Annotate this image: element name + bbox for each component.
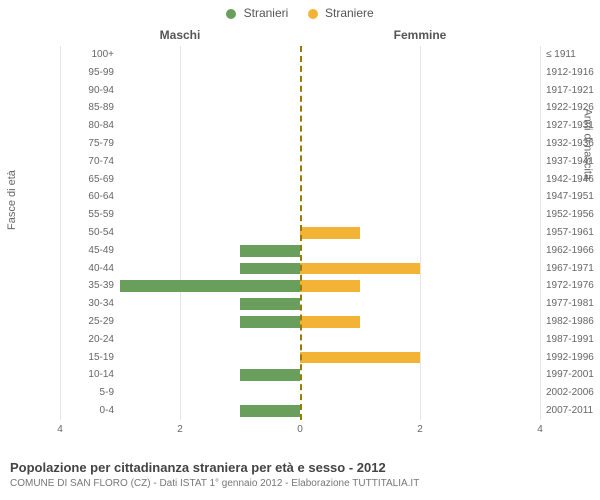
age-label: 80-84 xyxy=(60,117,114,135)
age-label: 100+ xyxy=(60,46,114,64)
legend-swatch-male xyxy=(226,9,236,19)
age-label: 85-89 xyxy=(60,99,114,117)
column-header-male: Maschi xyxy=(60,28,300,42)
birth-label: 1947-1951 xyxy=(546,188,600,206)
birth-label: 1967-1971 xyxy=(546,260,600,278)
age-label: 0-4 xyxy=(60,402,114,420)
age-label: 20-24 xyxy=(60,331,114,349)
column-header-female: Femmine xyxy=(300,28,540,42)
age-label: 70-74 xyxy=(60,153,114,171)
bar-male xyxy=(240,298,300,310)
grid-area xyxy=(60,46,540,420)
birth-label: 1997-2001 xyxy=(546,366,600,384)
age-label: 30-34 xyxy=(60,295,114,313)
bar-male xyxy=(240,369,300,381)
legend-label-male: Stranieri xyxy=(244,6,289,20)
plot-area: Maschi Femmine 42024 xyxy=(60,28,540,448)
bar-female xyxy=(300,263,420,275)
bar-male xyxy=(240,263,300,275)
x-tick-label: 0 xyxy=(290,424,310,435)
age-label: 65-69 xyxy=(60,171,114,189)
x-tick-label: 4 xyxy=(530,424,550,435)
age-label: 55-59 xyxy=(60,206,114,224)
chart-title: Popolazione per cittadinanza straniera p… xyxy=(10,460,386,475)
bar-female xyxy=(300,280,360,292)
birth-label: 1922-1926 xyxy=(546,99,600,117)
age-label: 5-9 xyxy=(60,384,114,402)
bar-female xyxy=(300,227,360,239)
birth-label: 1912-1916 xyxy=(546,64,600,82)
age-label: 40-44 xyxy=(60,260,114,278)
legend-item-female: Straniere xyxy=(308,6,374,20)
age-label: 45-49 xyxy=(60,242,114,260)
legend-label-female: Straniere xyxy=(325,6,374,20)
gridline xyxy=(540,46,541,420)
center-axis-line xyxy=(300,46,302,420)
pyramid-chart: Stranieri Straniere Fasce di età Anni di… xyxy=(0,0,600,500)
bar-female xyxy=(300,316,360,328)
chart-subtitle: COMUNE DI SAN FLORO (CZ) - Dati ISTAT 1°… xyxy=(10,478,419,489)
bar-male xyxy=(240,405,300,417)
birth-label: 1927-1931 xyxy=(546,117,600,135)
birth-label: 1972-1976 xyxy=(546,277,600,295)
age-label: 60-64 xyxy=(60,188,114,206)
y-axis-title-left: Fasce di età xyxy=(6,170,18,230)
birth-label: 1962-1966 xyxy=(546,242,600,260)
bar-male xyxy=(240,316,300,328)
x-tick-label: 2 xyxy=(170,424,190,435)
legend-swatch-female xyxy=(308,9,318,19)
birth-label: 1987-1991 xyxy=(546,331,600,349)
age-label: 75-79 xyxy=(60,135,114,153)
bar-male xyxy=(240,245,300,257)
legend: Stranieri Straniere xyxy=(0,6,600,20)
age-label: 25-29 xyxy=(60,313,114,331)
birth-label: 1937-1941 xyxy=(546,153,600,171)
age-label: 90-94 xyxy=(60,82,114,100)
birth-label: 1957-1961 xyxy=(546,224,600,242)
bar-female xyxy=(300,352,420,364)
bar-male xyxy=(120,280,300,292)
birth-label: 2002-2006 xyxy=(546,384,600,402)
birth-label: 1992-1996 xyxy=(546,349,600,367)
legend-item-male: Stranieri xyxy=(226,6,288,20)
birth-label: 1942-1946 xyxy=(546,171,600,189)
birth-label: 2007-2011 xyxy=(546,402,600,420)
age-label: 15-19 xyxy=(60,349,114,367)
age-label: 35-39 xyxy=(60,277,114,295)
age-label: 95-99 xyxy=(60,64,114,82)
x-tick-label: 4 xyxy=(50,424,70,435)
birth-label: 1932-1936 xyxy=(546,135,600,153)
age-label: 10-14 xyxy=(60,366,114,384)
birth-label: 1952-1956 xyxy=(546,206,600,224)
birth-label: ≤ 1911 xyxy=(546,46,600,64)
birth-label: 1977-1981 xyxy=(546,295,600,313)
birth-label: 1982-1986 xyxy=(546,313,600,331)
x-tick-label: 2 xyxy=(410,424,430,435)
age-label: 50-54 xyxy=(60,224,114,242)
birth-label: 1917-1921 xyxy=(546,82,600,100)
